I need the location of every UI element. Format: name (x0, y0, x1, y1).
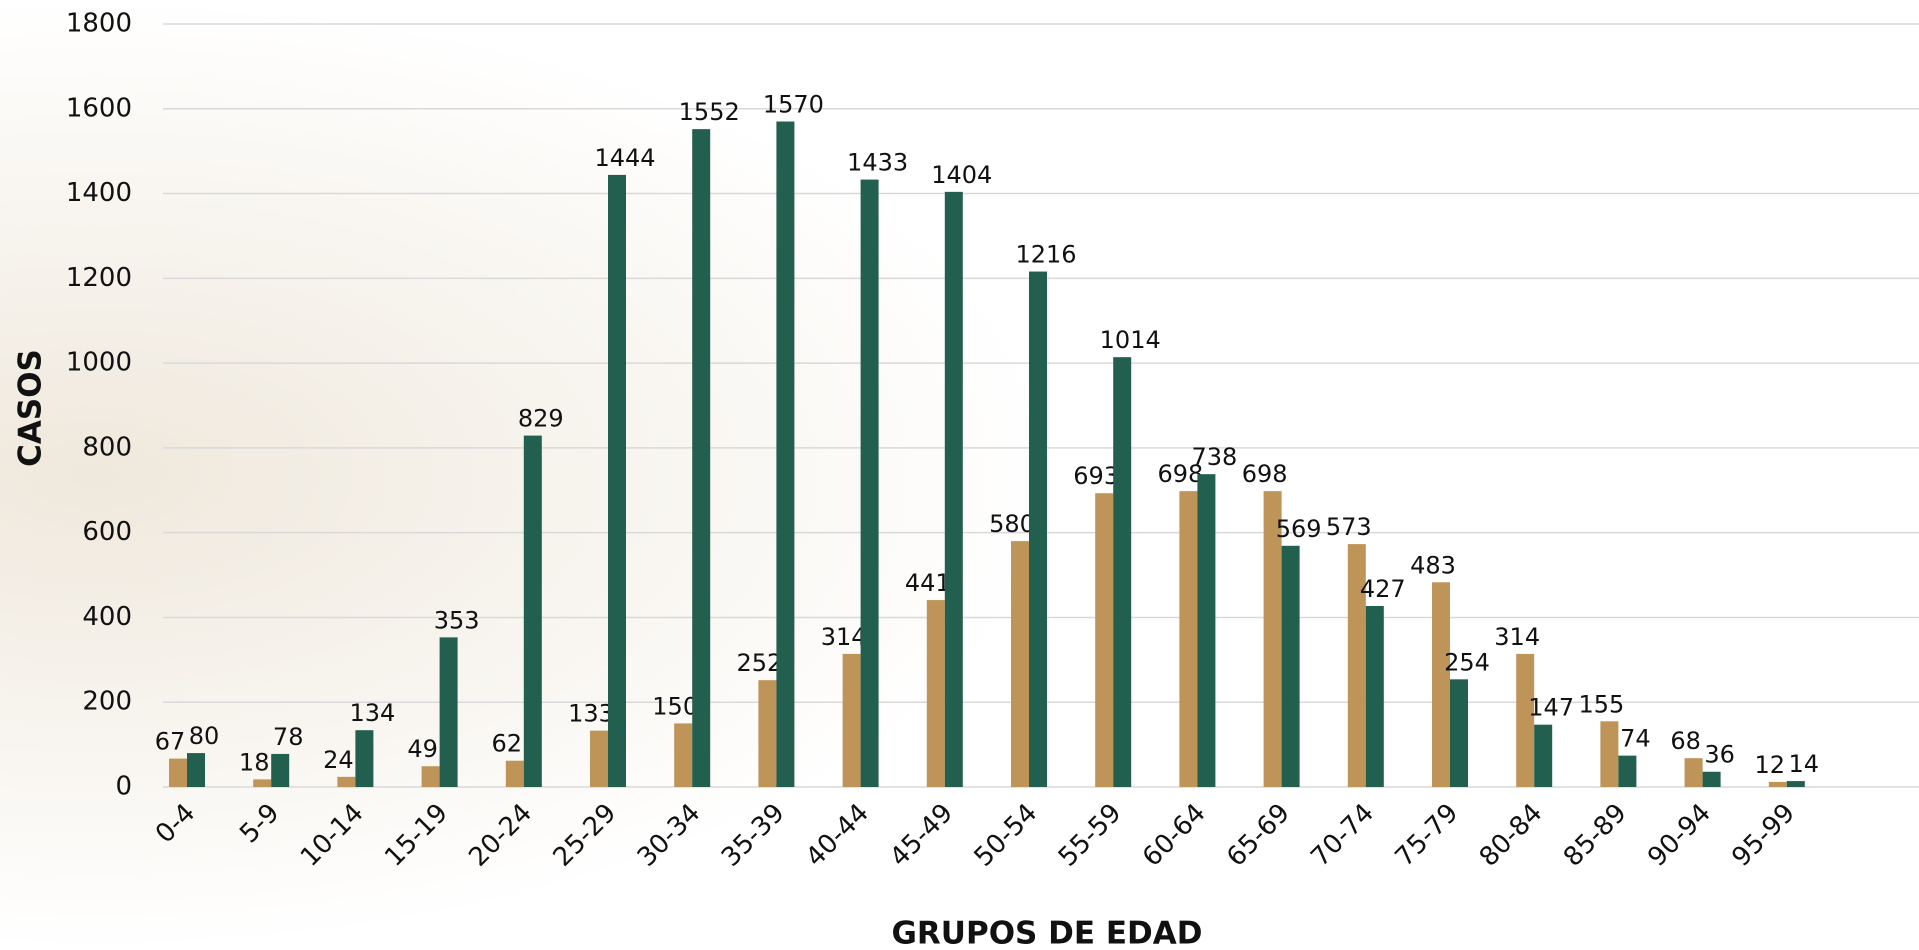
y-tick-label: 1200 (66, 263, 132, 293)
bar (337, 777, 355, 787)
value-label: 155 (1578, 690, 1624, 718)
value-label: 78 (273, 723, 304, 751)
value-label: 24 (323, 746, 354, 774)
value-label: 580 (989, 510, 1035, 538)
value-label: 254 (1444, 648, 1490, 676)
value-label: 74 (1620, 725, 1651, 753)
value-label: 147 (1528, 694, 1574, 722)
value-label: 353 (434, 606, 480, 634)
value-label: 133 (568, 700, 614, 728)
value-label: 569 (1276, 515, 1322, 543)
bar (1095, 493, 1113, 787)
bar (927, 600, 945, 787)
value-label: 12 (1755, 751, 1786, 779)
bar (1282, 546, 1300, 787)
bar (355, 730, 373, 787)
bar (1600, 721, 1618, 787)
bar (422, 766, 440, 787)
bar (1534, 725, 1552, 787)
bar (776, 121, 794, 787)
value-label: 134 (349, 699, 395, 727)
value-label: 314 (821, 623, 867, 651)
value-label: 1433 (847, 149, 908, 177)
y-tick-label: 1000 (66, 348, 132, 378)
bar (187, 753, 205, 787)
value-label: 18 (239, 748, 270, 776)
value-label: 62 (492, 730, 523, 758)
x-axis-title: GRUPOS DE EDAD (891, 916, 1202, 950)
value-label: 67 (155, 728, 186, 756)
bar (524, 436, 542, 787)
value-label: 36 (1704, 741, 1735, 769)
value-label: 738 (1191, 443, 1237, 471)
value-label: 1404 (931, 161, 992, 189)
value-label: 68 (1670, 727, 1701, 755)
value-label: 693 (1073, 462, 1119, 490)
bar (1113, 357, 1131, 787)
bar (1366, 606, 1384, 787)
value-label: 80 (189, 722, 220, 750)
bar (758, 680, 776, 787)
y-tick-label: 0 (115, 772, 132, 802)
y-tick-label: 1800 (66, 9, 132, 39)
bar (843, 654, 861, 787)
y-tick-label: 600 (82, 517, 132, 547)
value-label: 150 (652, 692, 698, 720)
bar (1769, 782, 1787, 787)
bar (1432, 582, 1450, 787)
bar (861, 180, 879, 787)
bar (169, 759, 187, 787)
value-label: 573 (1326, 513, 1372, 541)
bar (1197, 474, 1215, 787)
value-label: 1444 (594, 144, 655, 172)
bar (1685, 758, 1703, 787)
value-label: 483 (1410, 551, 1456, 579)
bar (1011, 541, 1029, 787)
y-tick-label: 800 (82, 432, 132, 462)
y-tick-label: 1600 (66, 93, 132, 123)
bar (692, 129, 710, 787)
bar (440, 637, 458, 787)
bar (1179, 491, 1197, 787)
bar (945, 192, 963, 787)
value-label: 1014 (1100, 326, 1161, 354)
bar (1029, 272, 1047, 787)
bar (506, 761, 524, 787)
value-label: 441 (905, 569, 951, 597)
bar (1618, 756, 1636, 787)
chart: GRUPOS DE EDAD CASOS 0 200 400 600 800 1000 12… (0, 0, 1919, 950)
value-label: 1216 (1015, 241, 1076, 269)
value-label: 252 (736, 649, 782, 677)
bar (674, 723, 692, 787)
bar (1787, 781, 1805, 787)
bar (1450, 679, 1468, 787)
bar (271, 754, 289, 787)
value-label: 829 (518, 405, 564, 433)
bar (590, 731, 608, 787)
value-label: 427 (1360, 575, 1406, 603)
bar (253, 779, 271, 787)
value-label: 49 (407, 735, 438, 763)
y-axis-title: CASOS (13, 349, 49, 467)
bar (1703, 772, 1721, 787)
value-label: 1552 (679, 98, 740, 126)
y-tick-label: 1400 (66, 178, 132, 208)
value-label: 698 (1242, 460, 1288, 488)
y-tick-label: 200 (82, 687, 132, 717)
page: {"chart_data": {"type": "bar", "x_label"… (0, 0, 1919, 950)
value-label: 1570 (763, 90, 824, 118)
bar (608, 175, 626, 787)
y-tick-label: 400 (82, 602, 132, 632)
value-label: 314 (1494, 623, 1540, 651)
value-label: 14 (1789, 750, 1820, 778)
